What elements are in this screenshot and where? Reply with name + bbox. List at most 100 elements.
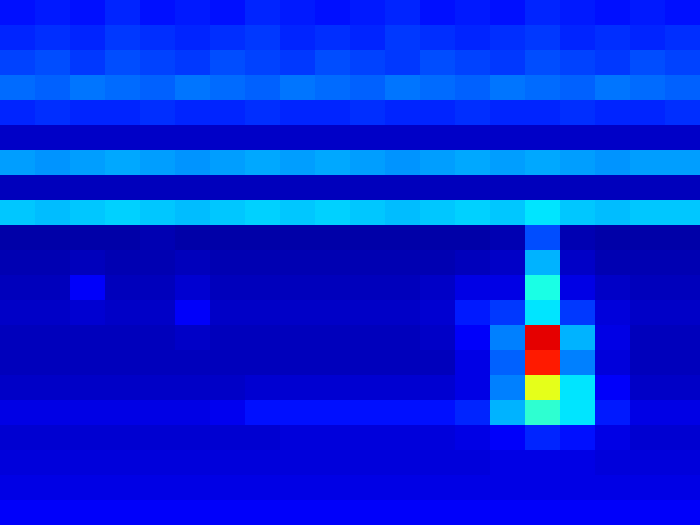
heatmap-cell <box>105 400 141 426</box>
heatmap-cell <box>70 400 106 426</box>
heatmap-cell <box>0 425 36 451</box>
heatmap-cell <box>350 400 386 426</box>
heatmap-cell <box>70 250 106 276</box>
heatmap-cell <box>490 150 526 176</box>
heatmap-cell <box>665 300 700 326</box>
heatmap-cell <box>420 425 456 451</box>
heatmap-cell <box>560 475 596 501</box>
heatmap-cell <box>70 500 106 525</box>
heatmap-cell <box>595 500 631 525</box>
heatmap-cell <box>315 225 351 251</box>
heatmap-cell <box>560 350 596 376</box>
heatmap-cell <box>140 50 176 76</box>
heatmap-cell <box>665 400 700 426</box>
heatmap-cell <box>385 150 421 176</box>
heatmap-cell <box>0 50 36 76</box>
heatmap-cell <box>245 325 281 351</box>
heatmap-cell <box>455 275 491 301</box>
heatmap-cell <box>560 425 596 451</box>
heatmap-cell <box>280 200 316 226</box>
heatmap-cell <box>35 275 71 301</box>
heatmap-cell <box>490 500 526 525</box>
heatmap-cell <box>35 50 71 76</box>
heatmap-cell <box>560 50 596 76</box>
heatmap-cell <box>280 75 316 101</box>
heatmap-cell <box>175 425 211 451</box>
heatmap-cell <box>105 275 141 301</box>
heatmap-cell <box>105 450 141 476</box>
heatmap-cell <box>385 225 421 251</box>
heatmap-cell <box>525 475 561 501</box>
heatmap-cell <box>630 50 666 76</box>
heatmap-cell <box>140 250 176 276</box>
heatmap-cell <box>420 400 456 426</box>
heatmap-cell <box>315 75 351 101</box>
heatmap-cell <box>630 350 666 376</box>
heatmap-cell <box>70 475 106 501</box>
heatmap-cell <box>385 275 421 301</box>
heatmap-cell <box>665 75 700 101</box>
heatmap-cell <box>350 325 386 351</box>
heatmap-cell <box>175 25 211 51</box>
heatmap-cell <box>560 275 596 301</box>
heatmap-cell <box>245 475 281 501</box>
heatmap-cell <box>35 475 71 501</box>
heatmap-cell <box>595 125 631 151</box>
heatmap-cell <box>525 325 561 351</box>
heatmap-cell <box>210 200 246 226</box>
heatmap-cell <box>70 300 106 326</box>
heatmap-cell <box>560 250 596 276</box>
heatmap-cell <box>525 375 561 401</box>
heatmap-cell <box>490 300 526 326</box>
heatmap-cell <box>210 325 246 351</box>
heatmap-cell <box>490 425 526 451</box>
heatmap-cell <box>315 125 351 151</box>
heatmap-cell <box>630 175 666 201</box>
heatmap-cell <box>420 500 456 525</box>
heatmap-cell <box>0 275 36 301</box>
heatmap-cell <box>350 475 386 501</box>
heatmap-cell <box>245 275 281 301</box>
heatmap-cell <box>280 450 316 476</box>
heatmap-cell <box>70 225 106 251</box>
heatmap-cell <box>315 0 351 26</box>
heatmap-cell <box>525 350 561 376</box>
heatmap-cell <box>105 150 141 176</box>
heatmap-cell <box>210 400 246 426</box>
heatmap-cell <box>140 225 176 251</box>
heatmap-cell <box>420 125 456 151</box>
heatmap-cell <box>525 75 561 101</box>
heatmap-cell <box>280 350 316 376</box>
heatmap-cell <box>245 50 281 76</box>
heatmap-cell <box>280 175 316 201</box>
heatmap-cell <box>105 100 141 126</box>
heatmap-cell <box>70 175 106 201</box>
heatmap-cell <box>315 400 351 426</box>
heatmap-cell <box>385 75 421 101</box>
heatmap-cell <box>455 400 491 426</box>
heatmap-cell <box>595 25 631 51</box>
heatmap-cell <box>175 75 211 101</box>
heatmap-cell <box>385 325 421 351</box>
heatmap-cell <box>280 325 316 351</box>
heatmap-cell <box>385 450 421 476</box>
heatmap-cell <box>280 375 316 401</box>
heatmap-cell <box>140 0 176 26</box>
heatmap-cell <box>350 175 386 201</box>
heatmap-cell <box>350 425 386 451</box>
heatmap-cell <box>245 100 281 126</box>
heatmap-cell <box>595 250 631 276</box>
heatmap-cell <box>420 0 456 26</box>
heatmap-cell <box>525 100 561 126</box>
heatmap-cell <box>490 0 526 26</box>
heatmap-cell <box>630 0 666 26</box>
heatmap-cell <box>105 225 141 251</box>
heatmap-cell <box>490 350 526 376</box>
heatmap-cell <box>210 25 246 51</box>
heatmap-cell <box>665 125 700 151</box>
heatmap-cell <box>490 250 526 276</box>
heatmap-cell <box>210 0 246 26</box>
heatmap-cell <box>455 500 491 525</box>
heatmap-cell <box>210 150 246 176</box>
heatmap-cell <box>70 50 106 76</box>
